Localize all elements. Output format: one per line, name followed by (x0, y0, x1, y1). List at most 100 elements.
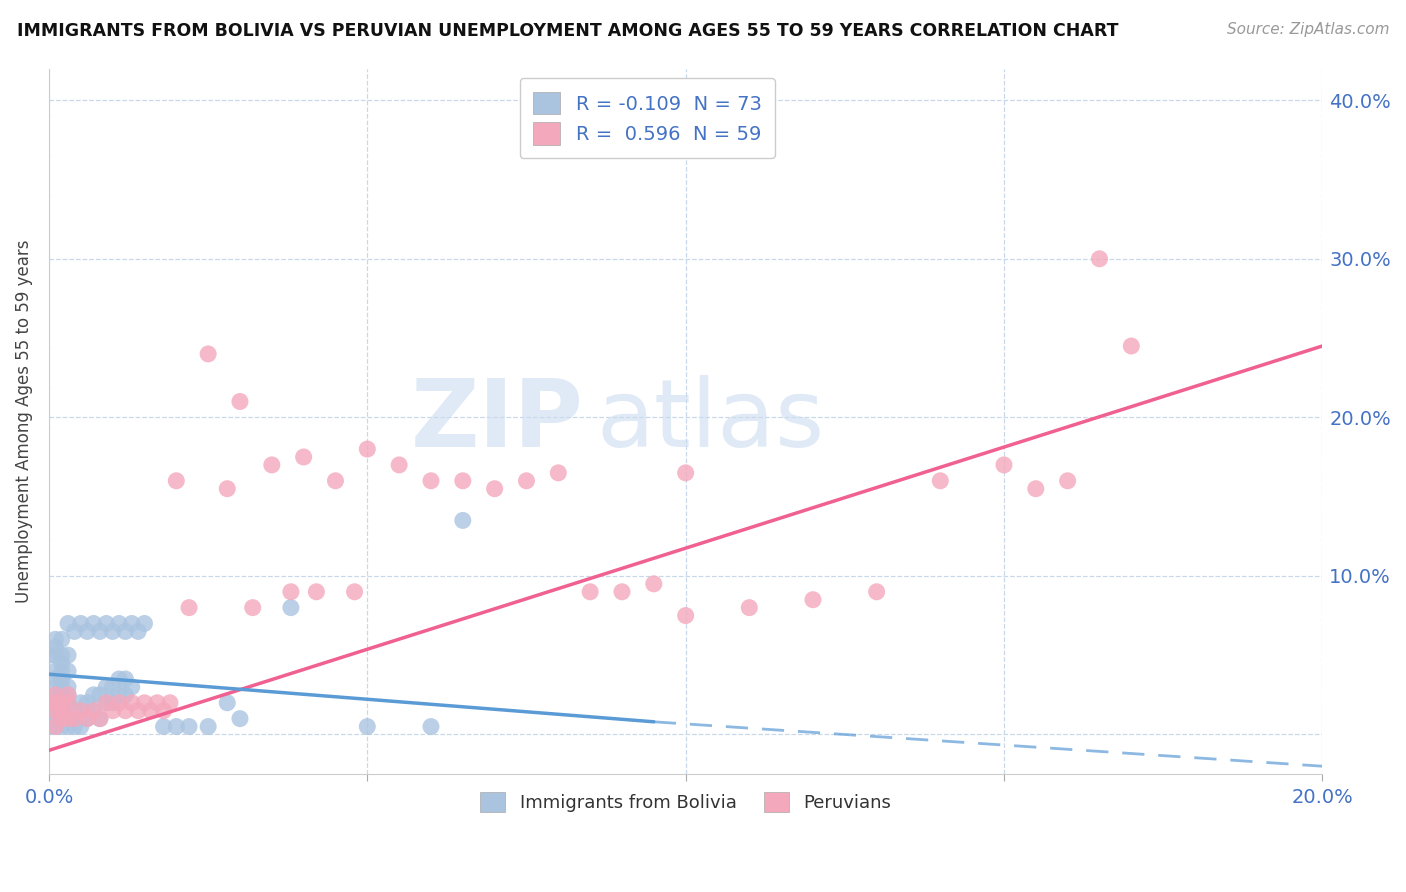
Point (83, 704, 105, 718)
Point (1088, 252, 1111, 266)
Point (420, 474, 443, 488)
Point (44, 696, 66, 710)
Point (56, 696, 79, 710)
Point (89, 688, 111, 702)
Text: Source: ZipAtlas.com: Source: ZipAtlas.com (1226, 22, 1389, 37)
Point (229, 712, 252, 726)
Point (38, 720, 60, 734)
Point (44, 704, 66, 718)
Point (356, 720, 378, 734)
Point (51, 720, 73, 734)
Point (96, 680, 118, 694)
Point (114, 704, 136, 718)
Point (51, 632, 73, 647)
Point (44, 672, 66, 686)
Point (114, 624, 136, 639)
Legend: Immigrants from Bolivia, Peruvians: Immigrants from Bolivia, Peruvians (467, 779, 904, 825)
Point (56, 616, 79, 631)
Point (44, 720, 66, 734)
Point (610, 584, 633, 599)
Point (146, 696, 169, 710)
Point (165, 720, 187, 734)
Point (1056, 474, 1078, 488)
Point (675, 608, 697, 623)
Point (89, 712, 111, 726)
Point (197, 347, 219, 361)
Point (242, 600, 264, 615)
Point (152, 704, 174, 718)
Point (280, 584, 302, 599)
Point (134, 616, 156, 631)
Point (76, 712, 98, 726)
Point (76, 712, 98, 726)
Point (56, 696, 79, 710)
Point (56, 680, 79, 694)
Point (229, 394, 252, 409)
Point (44, 640, 66, 655)
Point (420, 720, 443, 734)
Point (343, 584, 366, 599)
Point (56, 712, 79, 726)
Point (56, 688, 79, 702)
Point (356, 442, 378, 456)
Point (108, 616, 131, 631)
Point (56, 664, 79, 678)
Point (76, 696, 98, 710)
Point (177, 720, 200, 734)
Point (44, 680, 66, 694)
Point (114, 688, 136, 702)
Text: ZIP: ZIP (411, 376, 583, 467)
Point (63, 624, 86, 639)
Point (121, 616, 143, 631)
Point (139, 704, 162, 718)
Point (993, 458, 1015, 472)
Point (280, 600, 302, 615)
Point (738, 600, 761, 615)
Point (56, 648, 79, 663)
Point (1121, 339, 1143, 353)
Point (51, 664, 73, 678)
Point (89, 624, 111, 639)
Point (292, 450, 315, 464)
Point (197, 720, 219, 734)
Point (675, 466, 697, 480)
Point (56, 720, 79, 734)
Point (51, 704, 73, 718)
Text: atlas: atlas (596, 376, 825, 467)
Point (44, 712, 66, 726)
Point (51, 680, 73, 694)
Point (121, 680, 143, 694)
Point (114, 672, 136, 686)
Point (108, 696, 131, 710)
Point (96, 696, 118, 710)
Point (44, 648, 66, 663)
Point (56, 712, 79, 726)
Point (451, 474, 474, 488)
Point (101, 704, 124, 718)
Point (44, 688, 66, 702)
Point (63, 720, 86, 734)
Point (56, 688, 79, 702)
Point (83, 704, 105, 718)
Point (484, 482, 506, 496)
Point (69, 720, 91, 734)
Point (929, 474, 952, 488)
Point (101, 696, 124, 710)
Point (51, 672, 73, 686)
Point (96, 696, 118, 710)
Point (51, 712, 73, 726)
Point (69, 616, 91, 631)
Point (44, 632, 66, 647)
Point (127, 624, 149, 639)
Point (305, 584, 328, 599)
Point (63, 704, 86, 718)
Point (51, 656, 73, 670)
Point (108, 688, 131, 702)
Point (325, 474, 347, 488)
Point (260, 458, 283, 472)
Point (547, 466, 569, 480)
Point (51, 704, 73, 718)
Point (515, 474, 537, 488)
Point (69, 696, 91, 710)
Point (801, 592, 824, 607)
